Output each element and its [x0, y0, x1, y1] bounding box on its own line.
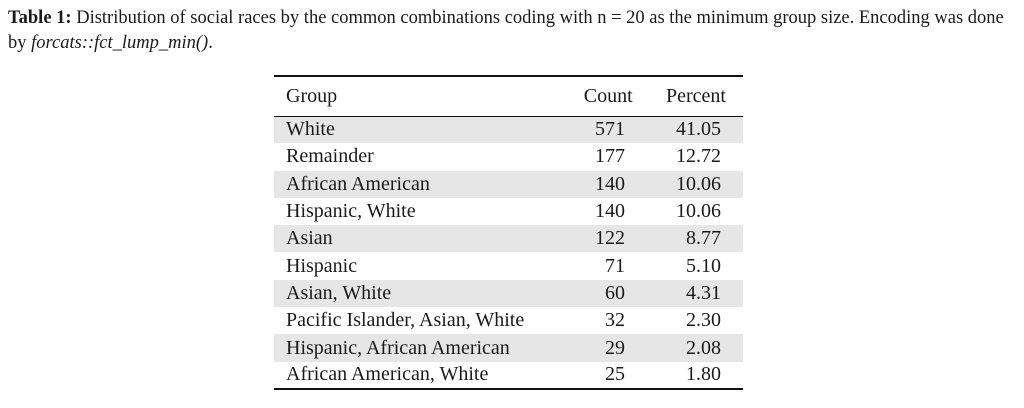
- cell-group: Asian, White: [286, 281, 392, 304]
- cell-count: 571: [595, 118, 625, 141]
- cell-group: Pacific Islander, Asian, White: [286, 309, 525, 332]
- cell-percent: 4.31: [686, 281, 721, 304]
- table-row: Hispanic 71 5.10: [274, 252, 743, 279]
- results-table-container: Group Count Percent White 571 41.05 Rema…: [274, 75, 743, 390]
- table-row: White 571 41.05: [274, 116, 743, 144]
- cell-count: 32: [605, 309, 625, 332]
- cell-percent: 10.06: [676, 200, 721, 223]
- cell-group: White: [286, 118, 335, 141]
- cell-percent: 8.77: [686, 227, 721, 250]
- caption-text: Distribution of social races by the comm…: [8, 8, 1004, 53]
- caption-code: forcats::fct_lump_min(): [31, 33, 209, 53]
- cell-group: Remainder: [286, 145, 374, 168]
- table-row: Hispanic, White 140 10.06: [274, 198, 743, 225]
- cell-group: Asian: [286, 227, 333, 250]
- cell-count: 71: [605, 254, 625, 277]
- table-row: Hispanic, African American 29 2.08: [274, 334, 743, 362]
- cell-group: Hispanic, White: [286, 200, 416, 223]
- cell-group: African American: [286, 172, 430, 195]
- cell-count: 140: [595, 172, 625, 195]
- table-row: African American 140 10.06: [274, 170, 743, 198]
- header-group: Group: [274, 76, 568, 117]
- table-caption: Table 1: Distribution of social races by…: [8, 6, 1018, 56]
- cell-percent: 1.80: [686, 363, 721, 386]
- cell-percent: 10.06: [676, 172, 721, 195]
- cell-percent: 5.10: [686, 254, 721, 277]
- cell-count: 25: [605, 363, 625, 386]
- cell-percent: 2.08: [686, 336, 721, 359]
- header-count: Count: [567, 76, 649, 117]
- results-table: Group Count Percent White 571 41.05 Rema…: [274, 75, 743, 390]
- table-row: African American, White 25 1.80: [274, 362, 743, 389]
- caption-label: Table 1:: [8, 8, 72, 28]
- cell-percent: 41.05: [676, 118, 721, 141]
- table-row: Pacific Islander, Asian, White 32 2.30: [274, 307, 743, 334]
- cell-count: 122: [595, 227, 625, 250]
- cell-group: African American, White: [286, 363, 489, 386]
- cell-group: Hispanic, African American: [286, 336, 510, 359]
- cell-percent: 2.30: [686, 309, 721, 332]
- table-row: Asian, White 60 4.31: [274, 279, 743, 308]
- cell-percent: 12.72: [676, 145, 721, 168]
- cell-count: 60: [605, 281, 625, 304]
- table-row: Asian 122 8.77: [274, 225, 743, 253]
- header-percent: Percent: [649, 76, 743, 117]
- cell-count: 29: [605, 336, 625, 359]
- caption-text-end: .: [208, 33, 213, 53]
- cell-count: 140: [595, 200, 625, 223]
- cell-count: 177: [595, 145, 625, 168]
- table-row: Remainder 177 12.72: [274, 143, 743, 170]
- table-header-row: Group Count Percent: [274, 76, 743, 117]
- cell-group: Hispanic: [286, 254, 358, 277]
